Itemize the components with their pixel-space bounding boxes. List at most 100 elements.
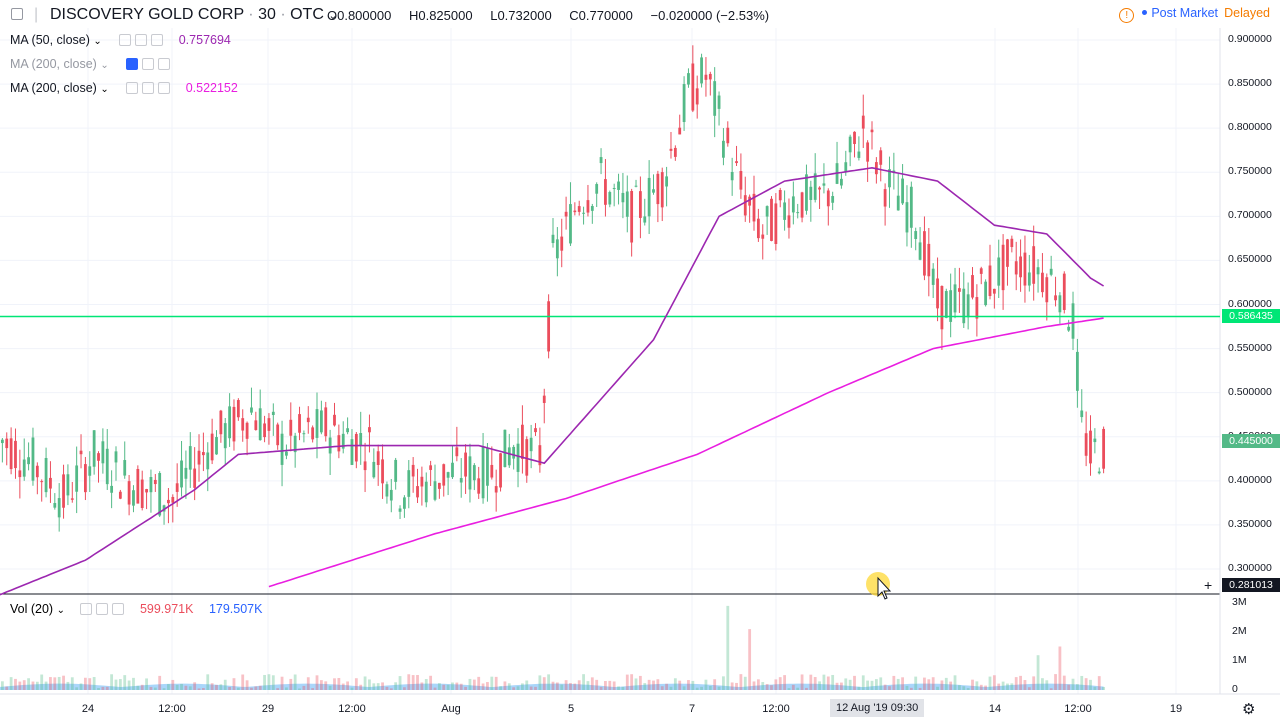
candle-body xyxy=(560,236,564,251)
candle-body xyxy=(791,196,795,213)
candle-body xyxy=(481,446,485,499)
candle-body xyxy=(22,459,26,477)
candle-body xyxy=(826,190,830,207)
warning-icon[interactable]: ! xyxy=(1119,8,1135,23)
candle-body xyxy=(984,281,988,306)
close-icon[interactable] xyxy=(151,34,164,46)
legend-ma200-hidden[interactable]: MA (200, close) ⌄ xyxy=(10,57,171,71)
volume-bar xyxy=(1075,684,1079,690)
volume-bar xyxy=(848,679,852,690)
candle-body xyxy=(232,406,236,442)
candle-body xyxy=(612,187,616,189)
volume-bar xyxy=(748,629,752,690)
gear-icon[interactable] xyxy=(135,34,148,46)
volume-bar xyxy=(1062,675,1066,690)
chevron-down-icon[interactable]: ⌄ xyxy=(93,36,102,47)
ma50-value: 0.757694 xyxy=(178,33,231,47)
volume-pane xyxy=(0,605,1106,690)
legend-ma200[interactable]: MA (200, close) ⌄ 0.522152 xyxy=(10,81,238,95)
candle-body xyxy=(944,291,948,318)
close-icon[interactable] xyxy=(112,603,125,615)
volume-bar xyxy=(551,681,555,690)
volume-bar xyxy=(944,677,948,690)
volume-bar xyxy=(79,683,83,690)
chevron-down-icon[interactable]: ⌄ xyxy=(100,60,109,71)
volume-bar xyxy=(88,678,92,690)
chevron-down-icon[interactable]: ⌄ xyxy=(56,605,65,616)
volume-bar xyxy=(901,677,904,690)
volume-bar xyxy=(1067,684,1071,690)
volume-bar xyxy=(1097,676,1101,690)
eye-icon[interactable] xyxy=(126,82,139,94)
candle-body xyxy=(118,491,122,499)
volume-bar xyxy=(599,686,603,690)
crosshair-icon: + xyxy=(1204,577,1213,593)
volume-bar xyxy=(1049,688,1053,690)
candle-body xyxy=(263,423,266,438)
price-tick-label: 0.750000 xyxy=(1228,165,1272,178)
candle-body xyxy=(75,465,79,492)
volume-bar xyxy=(236,687,240,690)
candle-body xyxy=(258,408,262,441)
candle-body xyxy=(831,196,835,203)
candle-body xyxy=(92,430,96,467)
legend-ma50[interactable]: MA (50, close) ⌄ 0.757694 xyxy=(10,33,231,47)
candle-body xyxy=(883,189,887,207)
volume-bar xyxy=(455,682,459,690)
gear-icon[interactable] xyxy=(142,82,155,94)
volume-bar xyxy=(398,676,402,690)
volume-bar xyxy=(516,686,520,690)
candle-body xyxy=(730,171,734,181)
candle-body xyxy=(1089,430,1092,464)
volume-bar xyxy=(376,683,380,690)
legend-volume[interactable]: Vol (20) ⌄ 599.971K 179.507K xyxy=(10,602,262,616)
volume-bar xyxy=(1080,675,1084,690)
candle-body xyxy=(442,464,446,486)
chevron-down-icon[interactable]: ⌄ xyxy=(100,84,109,95)
candle-body xyxy=(70,498,74,500)
eye-off-icon[interactable] xyxy=(126,58,139,70)
volume-bar xyxy=(844,678,848,690)
candle-body xyxy=(555,239,559,259)
candlestick-series xyxy=(0,45,1106,532)
candle-body xyxy=(145,489,148,493)
gear-icon[interactable] xyxy=(96,603,109,615)
candle-body xyxy=(1014,261,1018,275)
candle-body xyxy=(848,136,852,153)
candle-body xyxy=(1097,471,1101,474)
volume-bar xyxy=(730,682,734,690)
volume-bar xyxy=(765,684,769,690)
close-icon[interactable] xyxy=(158,82,171,94)
candle-body xyxy=(1041,272,1044,293)
volume-bar xyxy=(499,686,502,690)
volume-bar xyxy=(975,681,979,690)
exchange-label: OTC xyxy=(290,6,324,23)
close-icon[interactable] xyxy=(158,58,171,70)
volume-bar xyxy=(162,688,166,690)
volume-bar xyxy=(114,679,118,690)
market-status[interactable]: ! Post Market xyxy=(1119,6,1218,23)
volume-bar xyxy=(778,677,782,690)
volume-bar xyxy=(608,680,612,690)
candle-body xyxy=(713,81,717,116)
candle-body xyxy=(464,452,467,477)
eye-icon[interactable] xyxy=(119,34,132,46)
candle-body xyxy=(888,169,891,188)
candle-body xyxy=(1058,295,1062,313)
candle-body xyxy=(398,508,402,512)
candle-body xyxy=(123,460,127,476)
candle-body xyxy=(660,172,664,208)
volume-bar xyxy=(774,679,778,690)
candle-body xyxy=(324,407,328,437)
chart-settings-gear-icon[interactable]: ⚙ xyxy=(1242,701,1256,718)
symbol-title[interactable]: DISCOVERY GOLD CORP · 30 · OTC ⌄ xyxy=(50,6,338,23)
volume-bar xyxy=(228,686,232,690)
hamburger-icon[interactable] xyxy=(11,8,23,20)
gear-icon[interactable] xyxy=(142,58,155,70)
candle-body xyxy=(429,465,433,470)
chevron-down-icon[interactable]: ⌄ xyxy=(328,10,338,22)
volume-bar xyxy=(918,687,922,690)
candle-body xyxy=(861,115,865,129)
eye-icon[interactable] xyxy=(80,603,93,615)
